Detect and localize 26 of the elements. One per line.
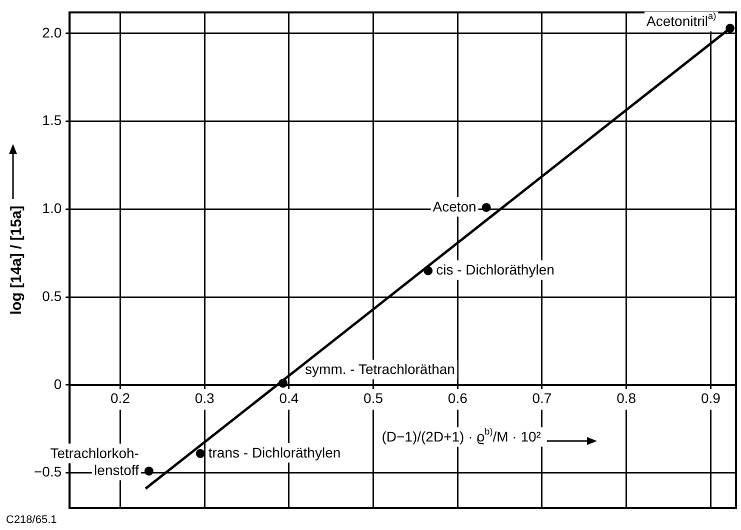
y-tick-label: 2.0 [42, 24, 62, 40]
annotation: trans - Dichloräthylen [208, 444, 341, 460]
x-tick-label: 0.7 [532, 390, 552, 406]
x-tick-label: 0.5 [364, 390, 384, 406]
x-tick-label: 0.8 [616, 390, 636, 406]
y-tick-label: 1.0 [42, 200, 62, 216]
x-tick-label: 0.9 [700, 390, 721, 406]
y-tick-label: 0 [54, 376, 62, 392]
point [726, 24, 735, 33]
point [144, 466, 154, 476]
annotation: symm. - Tetrachloräthan [305, 361, 455, 378]
annotation: Aceton [432, 198, 476, 214]
point [424, 266, 433, 276]
y-tick-label: 0.5 [42, 288, 62, 304]
x-tick-label: 0.6 [448, 390, 468, 406]
text: C218/65.1 [6, 514, 57, 526]
y-tick-label: 1.5 [42, 112, 62, 128]
point [482, 202, 491, 212]
annotation: cis - Dichloräthylen [436, 262, 554, 278]
x-tick-label: 0.3 [194, 390, 215, 406]
point [278, 378, 288, 388]
x-tick-label: 0.4 [279, 390, 299, 406]
y-axis-title: log [14a] / [15a] [8, 206, 26, 315]
y-tick-label: −0.5 [34, 464, 62, 480]
point [196, 449, 205, 458]
x-tick-label: 0.2 [110, 390, 130, 406]
